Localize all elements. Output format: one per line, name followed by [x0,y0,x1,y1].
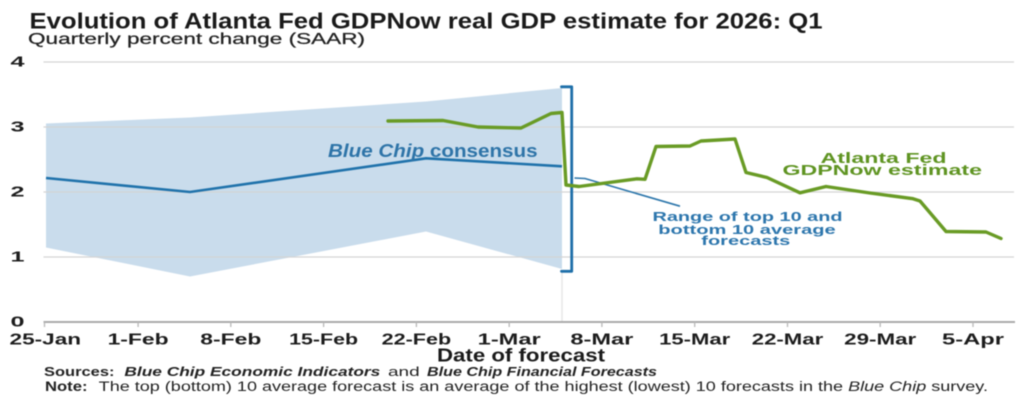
svg-text:8-Mar: 8-Mar [570,332,633,349]
svg-text:Date of forecast: Date of forecast [437,346,605,366]
svg-text:1-Feb: 1-Feb [108,332,169,349]
svg-text:Note:: Note: [45,379,88,394]
svg-text:Blue Chip Financial Forecasts: Blue Chip Financial Forecasts [427,364,657,379]
svg-text:and: and [388,364,420,379]
svg-text:Range of top 10 and: Range of top 10 and [653,209,843,224]
svg-text:5-Apr: 5-Apr [942,332,1004,349]
svg-text:0: 0 [11,314,25,331]
svg-text:GDPNow estimate: GDPNow estimate [783,163,983,179]
svg-text:The top (bottom) 10 average fo: The top (bottom) 10 average forecast is … [99,379,988,394]
svg-text:22-Feb: 22-Feb [382,332,452,349]
svg-text:15-Mar: 15-Mar [659,332,730,349]
svg-text:2: 2 [11,184,25,201]
svg-text:3: 3 [11,119,25,136]
svg-text:Blue Chip Economic Indicators: Blue Chip Economic Indicators [124,364,380,379]
svg-text:Blue Chip consensus: Blue Chip consensus [328,141,538,161]
svg-text:25-Jan: 25-Jan [10,332,82,349]
svg-text:22-Mar: 22-Mar [752,332,824,349]
svg-text:4: 4 [11,54,26,71]
svg-text:forecasts: forecasts [701,233,790,248]
svg-text:1: 1 [11,249,25,266]
svg-text:29-Mar: 29-Mar [844,332,916,349]
svg-text:15-Feb: 15-Feb [289,332,358,349]
svg-text:8-Feb: 8-Feb [200,332,261,349]
svg-text:1-Mar: 1-Mar [478,332,541,349]
svg-text:Atlanta Fed: Atlanta Fed [821,151,947,167]
svg-text:Evolution of Atlanta Fed GDPNo: Evolution of Atlanta Fed GDPNow real GDP… [30,9,823,34]
svg-text:bottom 10 average: bottom 10 average [658,222,835,237]
svg-text:Quarterly percent change (SAAR: Quarterly percent change (SAAR) [28,31,365,48]
svg-text:Sources:: Sources: [44,364,115,379]
